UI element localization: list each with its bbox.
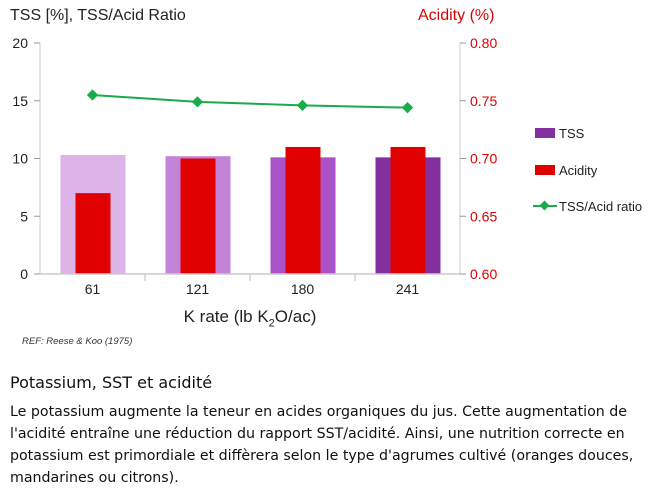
legend-tss-swatch <box>535 128 555 138</box>
left-axis-title: TSS [%], TSS/Acid Ratio <box>10 7 186 24</box>
right-tick-label: 0.80 <box>470 35 497 51</box>
right-tick-label: 0.65 <box>470 208 497 224</box>
ratio-point <box>296 99 309 112</box>
left-tick-label: 5 <box>20 208 28 224</box>
x-axis-title: K rate (lb K2O/ac) <box>183 307 317 330</box>
left-tick-label: 20 <box>12 35 28 51</box>
acidity-bar <box>390 146 426 274</box>
ratio-point <box>191 96 204 108</box>
acidity-bar <box>285 146 321 274</box>
legend-ratio-marker <box>539 200 550 211</box>
left-tick-label: 10 <box>12 151 28 167</box>
legend-label: TSS/Acid ratio <box>559 199 642 214</box>
x-tick-label: 241 <box>396 281 420 297</box>
right-tick-label: 0.75 <box>470 93 497 109</box>
x-tick-label: 61 <box>85 281 101 297</box>
left-tick-label: 0 <box>20 266 28 282</box>
x-tick-label: 180 <box>291 281 315 297</box>
chart: 0 5 10 15 20 0.60 0.65 0.70 0.75 0.80 61 121 180 241 T… <box>12 35 642 297</box>
left-tick-label: 15 <box>12 93 28 109</box>
section-heading: Potassium, SST et acidité <box>10 373 213 392</box>
ratio-point <box>86 89 99 101</box>
reference-note: REF: Reese & Koo (1975) <box>22 336 133 347</box>
legend-label: TSS <box>559 126 585 141</box>
acidity-bar <box>75 193 111 274</box>
legend-acidity-swatch <box>535 165 555 175</box>
right-tick-label: 0.70 <box>470 151 497 167</box>
x-tick-label: 121 <box>186 281 210 297</box>
right-axis-title: Acidity (%) <box>418 7 495 24</box>
right-tick-label: 0.60 <box>470 266 497 282</box>
ratio-point <box>401 102 414 114</box>
legend-label: Acidity <box>559 163 598 178</box>
section-paragraph: Le potassium augmente la teneur en acide… <box>10 404 634 486</box>
acidity-bar <box>180 158 216 274</box>
ratio-line <box>92 93 408 109</box>
